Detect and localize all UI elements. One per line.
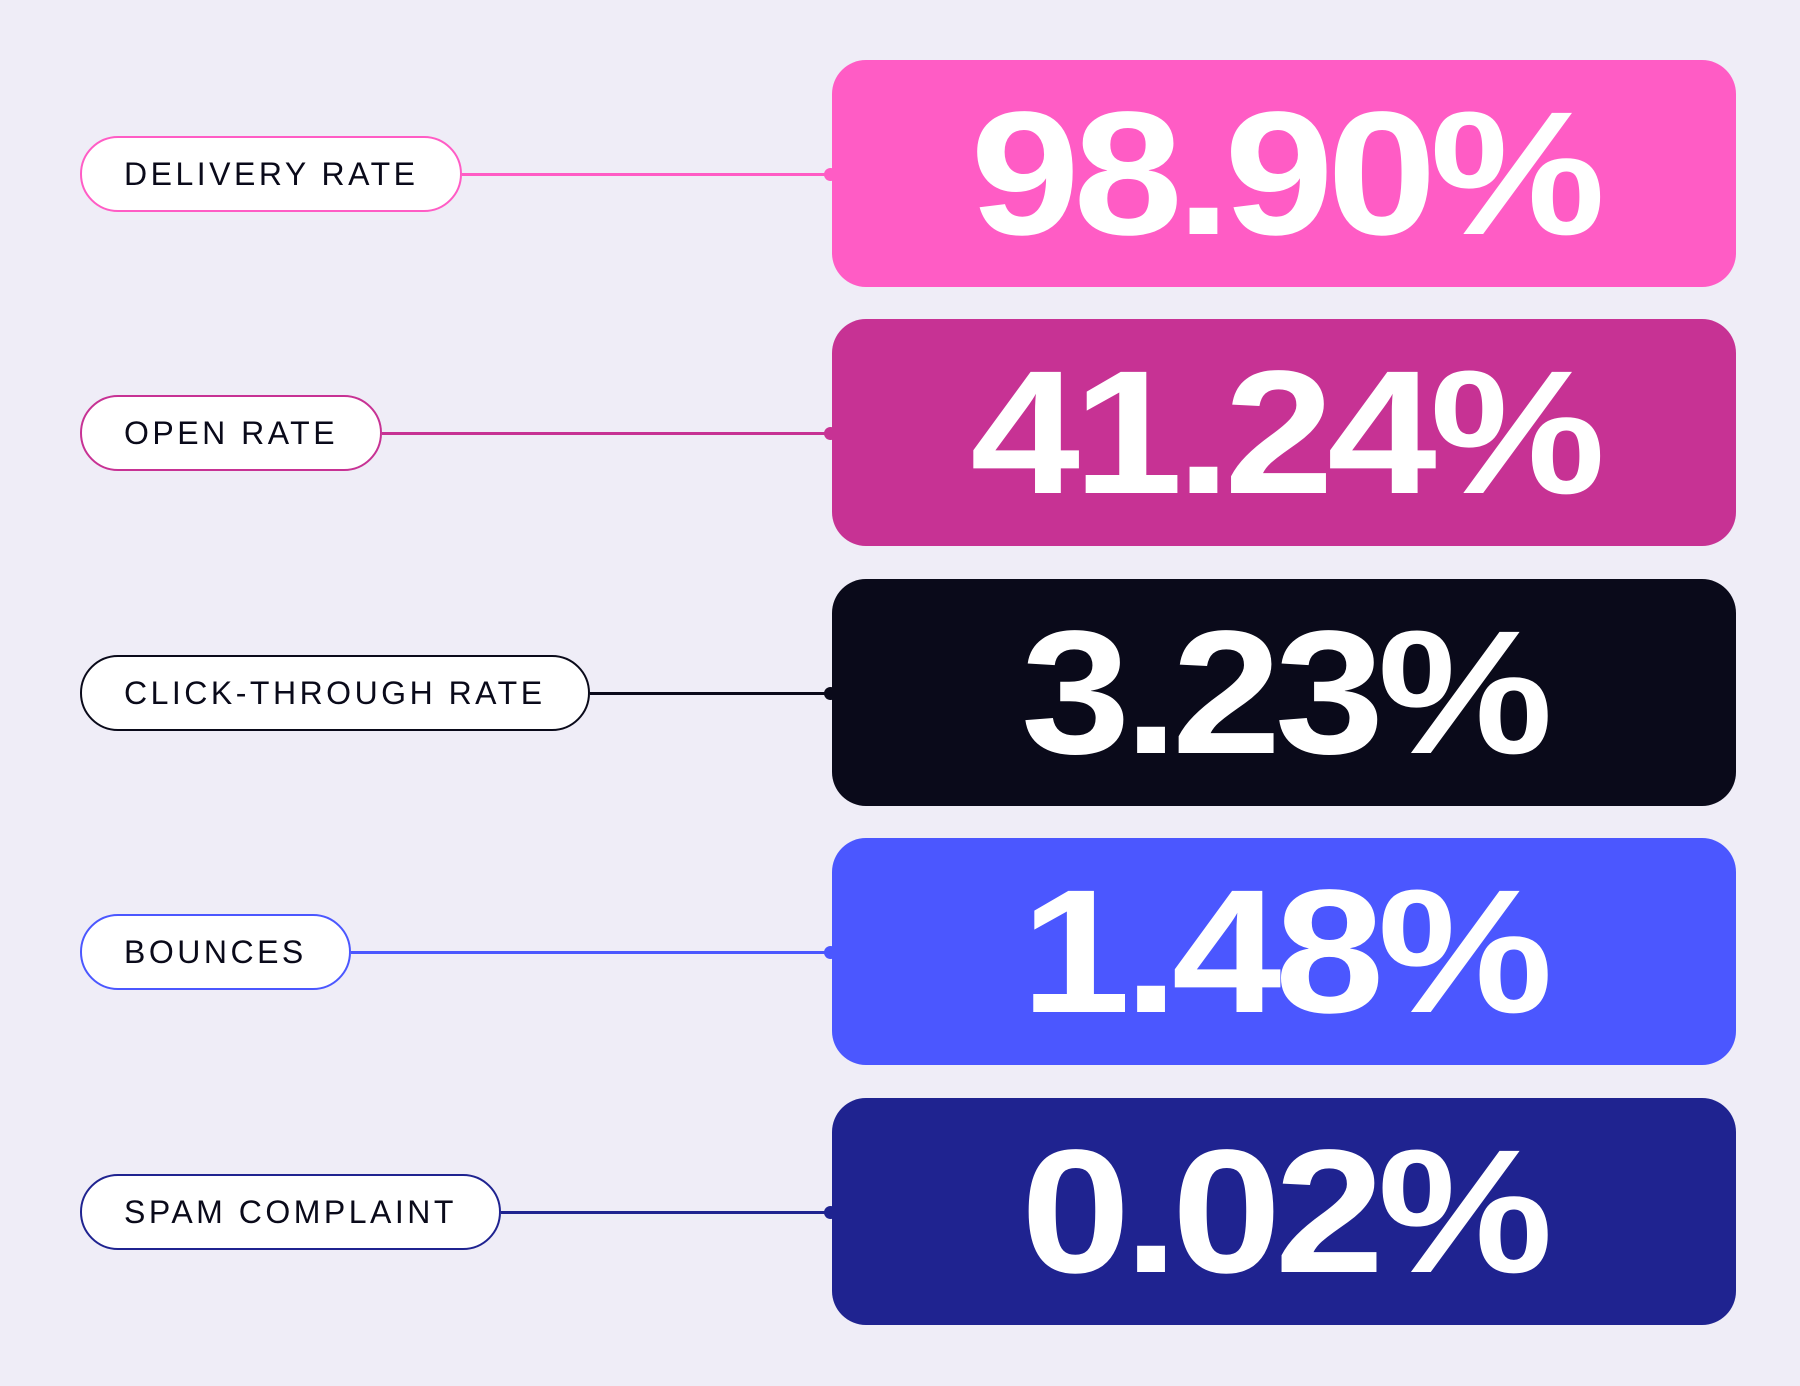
- metric-value-card: 0.02%: [832, 1098, 1736, 1325]
- metric-value: 98.90%: [969, 75, 1605, 272]
- metric-row: SPAM COMPLAINT 0.02%: [0, 1098, 1800, 1325]
- metric-label: SPAM COMPLAINT: [124, 1193, 457, 1230]
- metric-label-pill: OPEN RATE: [80, 395, 383, 471]
- metric-value-card: 1.48%: [832, 838, 1736, 1065]
- connector-line: [351, 951, 830, 954]
- metric-row: DELIVERY RATE 98.90%: [0, 60, 1800, 287]
- metric-label: OPEN RATE: [124, 414, 339, 451]
- metric-label-pill: DELIVERY RATE: [80, 136, 463, 212]
- metric-value-card: 98.90%: [832, 60, 1736, 287]
- metric-value: 3.23%: [1021, 594, 1553, 791]
- connector-line: [462, 173, 830, 176]
- metric-row: BOUNCES 1.48%: [0, 838, 1800, 1065]
- metric-value: 1.48%: [1021, 853, 1553, 1050]
- metric-row: CLICK-THROUGH RATE 3.23%: [0, 579, 1800, 806]
- metric-label-pill: CLICK-THROUGH RATE: [80, 655, 590, 731]
- metric-value-card: 41.24%: [832, 319, 1736, 546]
- metric-value: 0.02%: [1021, 1113, 1553, 1310]
- metric-label-pill: SPAM COMPLAINT: [80, 1174, 501, 1250]
- connector-line: [501, 1211, 830, 1214]
- connector-line: [590, 692, 830, 695]
- metric-label: BOUNCES: [124, 933, 307, 970]
- metric-row: OPEN RATE 41.24%: [0, 319, 1800, 546]
- metric-label-pill: BOUNCES: [80, 914, 351, 990]
- metric-label: DELIVERY RATE: [124, 155, 419, 192]
- connector-line: [382, 432, 830, 435]
- metric-label: CLICK-THROUGH RATE: [124, 674, 546, 711]
- metric-value: 41.24%: [969, 334, 1605, 531]
- metric-value-card: 3.23%: [832, 579, 1736, 806]
